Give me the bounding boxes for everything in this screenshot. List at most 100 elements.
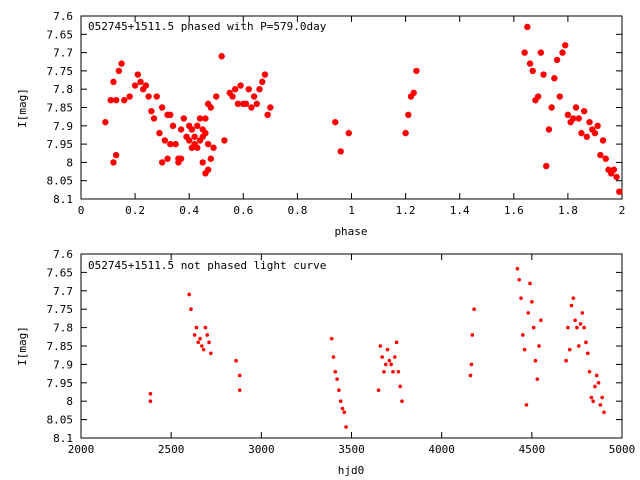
unphased-data-point	[387, 358, 392, 363]
phased-data-point	[264, 111, 271, 119]
unphased-data-point	[200, 344, 204, 348]
unphased-data-point	[205, 333, 210, 337]
phased-data-point	[234, 100, 242, 108]
phased-data-point	[177, 126, 185, 133]
unphased-data-point	[582, 325, 586, 330]
phased-data-point	[118, 60, 125, 67]
phased-data-point	[167, 111, 174, 119]
unphased-x-tick-label: 4500	[519, 443, 546, 456]
phased-data-point	[199, 159, 206, 166]
unphased-data-point	[148, 399, 153, 404]
phased-data-point	[564, 111, 572, 119]
unphased-data-point	[389, 362, 393, 367]
phased-data-point	[145, 93, 152, 100]
unphased-y-tick-label: 7.9	[53, 358, 73, 371]
unphased-data-point	[329, 336, 334, 341]
phased-data-point	[580, 107, 588, 115]
phased-y-axis-label: I[mag]	[16, 88, 29, 128]
phased-data-point	[158, 104, 166, 111]
phased-x-tick-label: 2	[619, 204, 626, 217]
unphased-data-point	[535, 377, 540, 381]
phased-data-point	[110, 159, 117, 166]
phased-y-tick-label: 7.7	[53, 47, 73, 60]
unphased-data-point	[340, 406, 345, 411]
unphased-data-point	[209, 351, 213, 356]
phased-data-point	[572, 104, 580, 111]
unphased-data-point	[578, 322, 583, 326]
phased-data-point	[545, 126, 553, 133]
unphased-x-tick-label: 4000	[428, 443, 455, 456]
phased-y-tick-label: 8	[66, 156, 73, 169]
phased-light-curve-panel: 052745+1511.5 phased with P=579.0day pha…	[16, 10, 625, 238]
phased-data-point	[261, 71, 269, 78]
phased-data-point	[259, 78, 266, 86]
unphased-y-tick-label: 7.8	[53, 322, 73, 335]
phased-data-point	[121, 96, 128, 104]
phased-data-point	[248, 104, 255, 111]
phased-x-tick-label: 0.2	[125, 204, 145, 217]
phased-data-point	[207, 104, 215, 111]
phased-data-point	[345, 129, 352, 137]
unphased-data-point	[517, 277, 522, 282]
phased-data-point	[613, 173, 620, 181]
phased-data-point	[112, 151, 120, 159]
phased-data-point	[553, 56, 561, 64]
phased-data-point	[551, 75, 558, 82]
phased-data-point	[616, 188, 623, 195]
unphased-data-point	[333, 369, 338, 374]
phased-x-tick-label: 0	[78, 204, 85, 217]
unphased-data-point	[591, 399, 595, 404]
phased-data-point	[218, 53, 225, 60]
unphased-y-tick-label: 7.85	[47, 340, 74, 353]
unphased-axis-ticks: 2000 2500 3000 3500 4000 4500 5000 7.6 7.65 7.7 7.…	[47, 248, 636, 456]
unphased-y-tick-label: 7.95	[47, 377, 74, 390]
phased-data-point	[548, 104, 555, 111]
unphased-data-point	[207, 340, 211, 345]
unphased-data-point	[585, 351, 590, 356]
unphased-data-point	[575, 325, 579, 330]
unphased-data-point	[566, 325, 570, 330]
phased-data-point	[137, 78, 144, 86]
unphased-x-tick-label: 5000	[609, 443, 636, 456]
unphased-data-point	[587, 369, 592, 374]
phased-data-point	[556, 93, 563, 100]
unphased-data-point	[594, 373, 599, 378]
phased-data-point	[559, 49, 566, 56]
unphased-y-tick-label: 7.75	[47, 303, 74, 316]
phased-data-point	[142, 82, 150, 89]
unphased-data-point	[192, 333, 197, 337]
phased-data-point	[172, 140, 179, 148]
unphased-data-point	[189, 307, 193, 312]
unphased-data-point	[589, 395, 594, 400]
unphased-data-point	[524, 403, 529, 407]
phased-data-point	[153, 93, 160, 100]
phased-y-tick-label: 7.65	[47, 28, 74, 41]
phased-data-point	[191, 133, 198, 140]
phased-data-point	[237, 82, 244, 89]
phased-data-point	[413, 67, 420, 75]
unphased-data-point	[187, 292, 191, 297]
unphased-y-tick-label: 7.65	[47, 266, 74, 279]
phased-data-point	[194, 144, 201, 151]
phased-data-point	[543, 162, 550, 170]
unphased-data-point	[602, 410, 606, 415]
unphased-data-point	[521, 333, 525, 337]
phased-data-point	[107, 96, 114, 104]
unphased-data-point	[392, 355, 397, 359]
phased-data-point	[583, 133, 591, 140]
unphased-data-point	[383, 362, 388, 367]
phased-data-point	[253, 100, 261, 108]
unphased-data-point	[470, 333, 475, 337]
unphased-data-point	[335, 377, 339, 381]
unphased-x-tick-label: 2000	[68, 443, 95, 456]
unphased-data-point	[519, 296, 523, 300]
phased-data-point	[202, 115, 209, 122]
phased-data-point	[148, 107, 155, 115]
unphased-data-point	[596, 381, 601, 385]
phased-data-point	[207, 155, 215, 162]
unphased-data-point	[337, 388, 341, 392]
unphased-data-point	[522, 347, 527, 352]
unphased-data-point	[469, 362, 474, 367]
phased-x-tick-label: 0.8	[287, 204, 307, 217]
